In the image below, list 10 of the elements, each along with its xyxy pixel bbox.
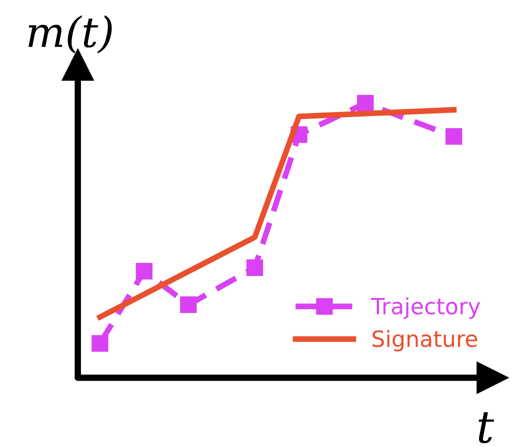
y-axis-title: m(t) bbox=[28, 15, 112, 54]
legend-label: Trajectory bbox=[371, 297, 480, 319]
point bbox=[92, 335, 108, 352]
legend-label: Signature bbox=[372, 330, 478, 352]
point bbox=[357, 94, 374, 112]
point bbox=[180, 296, 197, 314]
point bbox=[246, 259, 264, 276]
point bbox=[446, 128, 462, 145]
x-axis-title: t bbox=[478, 412, 494, 444]
point bbox=[136, 262, 153, 280]
